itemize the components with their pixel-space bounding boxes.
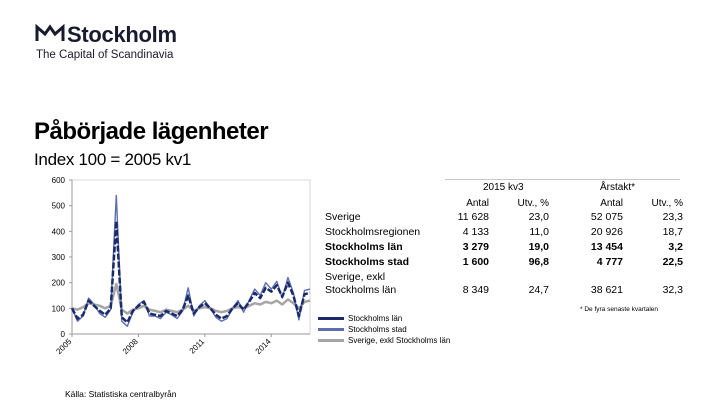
col-header-utv-2: Utv., % <box>651 198 683 209</box>
row-label: Stockholmsregionen <box>325 226 421 238</box>
table-cell: 4 777 <box>596 256 623 268</box>
table-cell: 20 926 <box>590 226 623 238</box>
logo-tagline: The Capital of Scandinavia <box>36 49 174 61</box>
table-cell: 38 621 <box>590 284 623 296</box>
table-cell: 24,7 <box>528 284 549 296</box>
table-cell: 1 600 <box>462 256 489 268</box>
table-cell: 8 349 <box>462 284 489 296</box>
source-note: Källa: Statistiska centralbyrån <box>65 389 177 399</box>
table-cell: 3,2 <box>668 241 683 253</box>
x-tick-label: 2011 <box>188 337 207 356</box>
group-header-quarter: 2015 kv3 <box>483 182 524 193</box>
table-cell: 23,3 <box>662 211 683 223</box>
table-footnote: * De fyra senaste kvartalen <box>580 306 659 313</box>
table-cell: 23,0 <box>528 211 549 223</box>
x-tick-label: 2014 <box>254 337 273 356</box>
y-tick-label: 0 <box>61 330 66 339</box>
row-label: Sverige, exkl <box>325 271 386 283</box>
col-header-antal-2: Antal <box>600 198 623 209</box>
chart-legend: Stockholms län Stockholms stad Sverige, … <box>318 313 450 346</box>
y-tick-label: 500 <box>52 202 66 211</box>
y-tick-label: 600 <box>52 176 66 185</box>
table-cell: 52 075 <box>590 211 623 223</box>
col-header-antal-1: Antal <box>466 198 489 209</box>
legend-item-sverige-exkl: Sverige, exkl Stockholms län <box>318 335 450 346</box>
table-cell: 11 628 <box>457 211 489 223</box>
table-cell: 19,0 <box>528 241 549 253</box>
table-cell: 22,5 <box>662 256 683 268</box>
table-cell: 13 454 <box>590 241 623 253</box>
y-tick-label: 400 <box>52 227 66 236</box>
table-cell: 32,3 <box>662 284 683 296</box>
legend-label: Stockholms stad <box>348 325 407 334</box>
legend-item-stockholms-stad: Stockholms stad <box>318 324 450 335</box>
x-tick-label: 2005 <box>54 337 73 356</box>
slide-subtitle: Index 100 = 2005 kv1 <box>34 150 192 169</box>
y-tick-label: 300 <box>52 253 66 262</box>
y-tick-label: 200 <box>52 279 66 288</box>
legend-label: Stockholms län <box>348 314 403 323</box>
group-header-annual: Årstakt* <box>600 182 636 193</box>
legend-swatch <box>318 339 344 342</box>
row-label: Sverige <box>325 211 361 223</box>
logo-wordmark: Stockholm <box>67 22 177 47</box>
row-label-line2: Stockholms län <box>325 284 397 296</box>
series-line-stockholms-lan <box>70 219 311 324</box>
row-label: Stockholms stad <box>325 256 410 268</box>
table-cell: 18,7 <box>662 226 683 238</box>
table-cell: 3 279 <box>462 241 489 253</box>
x-tick-label: 2008 <box>121 337 140 356</box>
crown-icon <box>35 23 65 48</box>
legend-item-stockholms-lan: Stockholms län <box>318 313 450 324</box>
table-cell: 96,8 <box>528 256 549 268</box>
legend-swatch <box>318 317 344 320</box>
table-top-rule <box>445 179 680 180</box>
legend-swatch <box>318 328 344 331</box>
legend-label: Sverige, exkl Stockholms län <box>348 336 451 345</box>
y-tick-label: 100 <box>52 304 66 313</box>
row-label: Stockholms län <box>325 241 403 253</box>
table-cell: 4 133 <box>462 226 489 238</box>
table-cell: 11,0 <box>529 226 549 238</box>
slide-title: Påbörjade lägenheter <box>34 118 269 145</box>
col-header-utv-1: Utv., % <box>517 198 549 209</box>
statistics-table: 2015 kv3 Årstakt* Antal Utv., % Antal Ut… <box>325 178 685 313</box>
stockholm-logo: Stockholm The Capital of Scandinavia <box>35 22 177 61</box>
